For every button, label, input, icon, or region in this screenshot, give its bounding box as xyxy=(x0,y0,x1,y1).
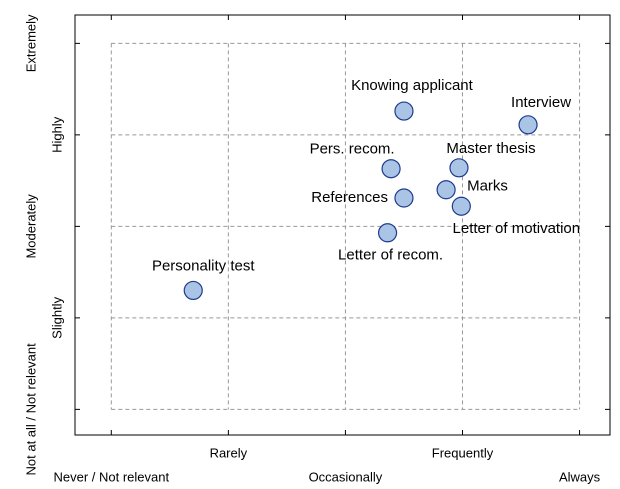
point xyxy=(451,196,471,216)
point-label: Interview xyxy=(511,94,571,111)
point xyxy=(436,180,456,200)
point-label: Letter of motivation xyxy=(453,220,581,237)
point-label: Knowing applicant xyxy=(351,77,474,94)
point xyxy=(449,158,469,178)
y-tick-label: Highly xyxy=(49,116,64,153)
plot-frame xyxy=(74,14,611,436)
point-label: Master thesis xyxy=(446,140,535,157)
x-tick-label: Always xyxy=(559,469,601,484)
y-tick-label: Moderately xyxy=(23,194,38,259)
x-tick-label: Never / Not relevant xyxy=(53,469,169,484)
point xyxy=(394,101,414,121)
y-tick-label: Slightly xyxy=(49,296,64,338)
point-label: References xyxy=(311,189,388,206)
point-label: Pers. recom. xyxy=(310,141,395,158)
x-tick-label: Occasionally xyxy=(309,469,383,484)
point-label: Marks xyxy=(467,178,508,195)
point xyxy=(183,280,203,301)
x-tick-label: Rarely xyxy=(210,445,248,460)
point xyxy=(518,115,538,135)
point-label: Letter of recom. xyxy=(338,247,443,264)
y-tick-label: Not at all / Not relevant xyxy=(23,343,38,476)
point xyxy=(394,188,414,208)
point-label: Personality test xyxy=(152,257,255,274)
y-tick-label: Extremely xyxy=(23,14,38,72)
point xyxy=(377,223,398,243)
point xyxy=(381,159,401,179)
x-tick-label: Frequently xyxy=(432,445,494,460)
